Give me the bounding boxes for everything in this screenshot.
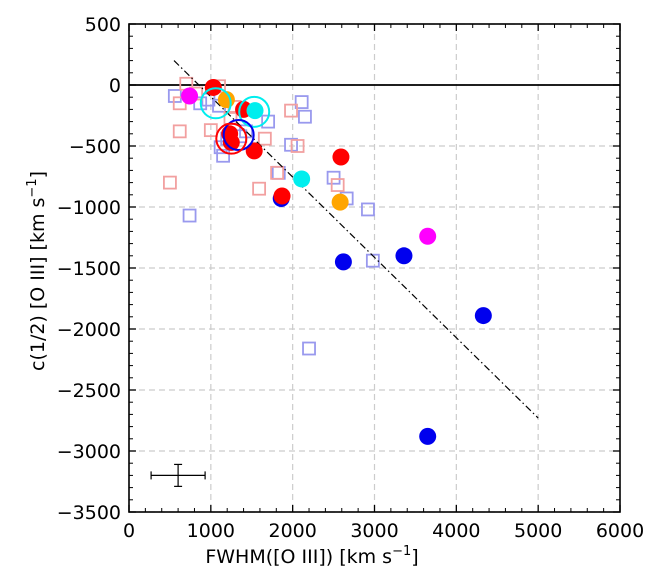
filled-circle-marker — [222, 133, 240, 151]
open-square-marker — [216, 148, 231, 163]
x-tick-label: 1000 — [187, 520, 235, 542]
open-square-marker — [365, 253, 380, 268]
open-square-marker — [167, 89, 182, 103]
filled-circle-marker — [331, 193, 349, 211]
y-tick-label: 500 — [85, 14, 121, 36]
open-square-marker — [172, 124, 187, 139]
y-tick-label: −2500 — [57, 380, 121, 402]
y-tick-label: 0 — [109, 75, 121, 97]
large-open-circle-marker — [215, 122, 248, 155]
open-square-marker — [326, 170, 341, 185]
open-square-marker — [298, 109, 312, 124]
open-square-marker — [294, 95, 309, 109]
open-square-marker — [203, 123, 218, 138]
open-square-marker — [257, 131, 272, 146]
y-tick-label: −3000 — [57, 441, 121, 463]
y-tick-label: −3500 — [57, 502, 121, 524]
fit-line — [173, 60, 539, 419]
open-square-marker — [361, 202, 375, 217]
filled-circle-marker — [293, 170, 311, 188]
filled-circle-marker — [181, 87, 199, 105]
open-square-marker — [252, 181, 267, 196]
x-axis-title: FWHM([O III]) [km s−1] — [205, 544, 418, 568]
x-tick-label: 6000 — [596, 520, 644, 542]
filled-circle-marker — [474, 307, 492, 325]
large-open-circle-marker — [238, 95, 271, 128]
open-square-marker — [330, 178, 345, 192]
large-open-circle-marker — [222, 119, 255, 152]
axis-ticks: 0 1000 2000 3000 4000 5000 6000−3500−3000−2500… — [57, 14, 644, 542]
filled-circle-marker — [419, 427, 437, 445]
open-square-marker — [290, 139, 305, 153]
open-square-marker — [193, 96, 208, 111]
x-tick-label: 3000 — [350, 520, 398, 542]
filled-circle-marker — [273, 187, 291, 205]
filled-circle-marker — [419, 227, 437, 245]
open-square-marker — [302, 341, 316, 356]
open-square-marker — [163, 175, 177, 190]
x-tick-label: 4000 — [432, 520, 480, 542]
open-square-marker — [284, 103, 298, 118]
plot-area — [129, 60, 620, 487]
filled-circle-marker — [332, 148, 350, 166]
large-open-circle-marker — [199, 87, 232, 120]
x-tick-label: 0 — [123, 520, 135, 542]
filled-circle-marker — [204, 78, 222, 96]
y-axis-title: c(1/2) [O III] [km s−1] — [25, 171, 49, 371]
y-tick-label: −1500 — [57, 258, 121, 280]
y-tick-label: −500 — [69, 136, 121, 158]
filled-circle-marker — [245, 142, 263, 160]
filled-circle-marker — [395, 247, 413, 265]
open-square-marker — [182, 208, 197, 223]
y-tick-label: −1000 — [57, 197, 121, 219]
y-tick-label: −2000 — [57, 319, 121, 341]
x-tick-label: 2000 — [268, 520, 316, 542]
filled-circle-marker — [334, 253, 352, 271]
x-tick-label: 5000 — [514, 520, 562, 542]
open-square-marker — [270, 165, 285, 180]
filled-circle-marker — [246, 102, 264, 120]
